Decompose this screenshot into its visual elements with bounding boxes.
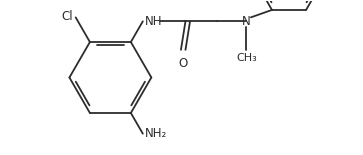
Text: NH₂: NH₂ (144, 127, 167, 140)
Text: N: N (242, 15, 251, 28)
Text: NH: NH (144, 15, 162, 28)
Text: CH₃: CH₃ (236, 53, 257, 63)
Text: O: O (179, 57, 188, 70)
Text: Cl: Cl (62, 10, 73, 23)
